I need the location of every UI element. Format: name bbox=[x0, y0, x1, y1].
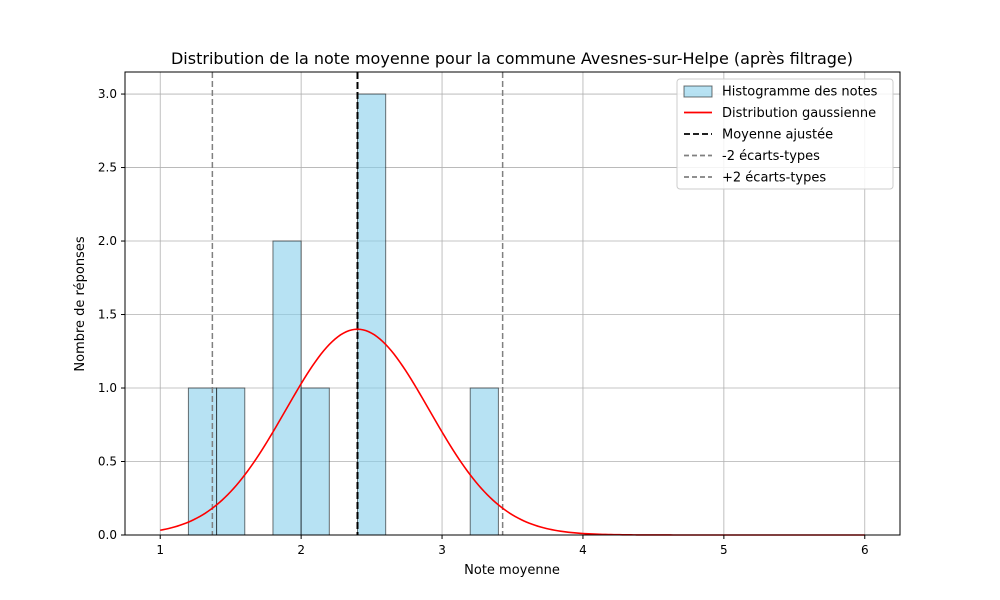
gaussian-curve-group bbox=[160, 328, 865, 536]
legend-label: Histogramme des notes bbox=[722, 85, 878, 100]
legend-label: Moyenne ajustée bbox=[722, 128, 833, 143]
x-tick-label: 3 bbox=[438, 543, 446, 557]
plot-frame bbox=[124, 71, 901, 536]
histogram-bar bbox=[216, 387, 246, 536]
y-tick-label: 1.5 bbox=[98, 308, 117, 322]
y-tick-label: 0.5 bbox=[98, 455, 117, 469]
histogram-bar bbox=[300, 387, 330, 536]
y-tick-label: 3.0 bbox=[98, 87, 117, 101]
x-tick-label: 5 bbox=[720, 543, 728, 557]
x-tick-label: 4 bbox=[579, 543, 587, 557]
y-tick-label: 2.0 bbox=[98, 234, 117, 248]
axis-ticks: 1 2 3 4 5 6 0.0 0.5 1.0 1.5 2.0 2.5 3.0 bbox=[98, 87, 869, 557]
x-tick-label: 2 bbox=[297, 543, 305, 557]
y-axis-title: Nombre de réponses bbox=[73, 236, 88, 371]
legend-label: +2 écarts-types bbox=[722, 171, 826, 186]
reference-lines bbox=[211, 72, 504, 535]
legend: Histogramme des notes Distribution gaussi… bbox=[676, 78, 894, 190]
histogram-bar bbox=[469, 387, 499, 536]
x-tick-label: 6 bbox=[861, 543, 869, 557]
legend-label: Distribution gaussienne bbox=[722, 106, 876, 121]
legend-swatch bbox=[683, 85, 713, 98]
histogram-bar bbox=[272, 240, 302, 536]
legend-box bbox=[676, 78, 894, 190]
histogram-bar bbox=[357, 93, 387, 536]
legend-label: -2 écarts-types bbox=[722, 149, 820, 164]
y-tick-label: 1.0 bbox=[98, 381, 117, 395]
y-tick-label: 2.5 bbox=[98, 161, 117, 175]
x-tick-label: 1 bbox=[156, 543, 164, 557]
y-tick-label: 0.0 bbox=[98, 528, 117, 542]
chart-title: Distribution de la note moyenne pour la … bbox=[171, 49, 853, 68]
histogram-bars bbox=[187, 93, 499, 536]
x-axis-title: Note moyenne bbox=[464, 563, 560, 578]
gaussian-curve bbox=[160, 328, 865, 536]
